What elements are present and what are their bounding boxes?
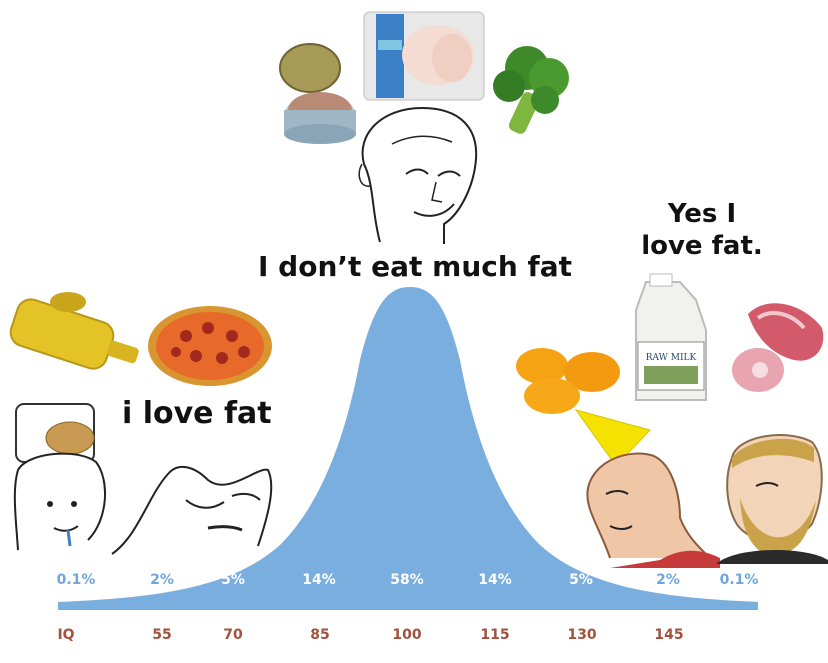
caption-right-text: Yes I love fat.: [641, 199, 763, 261]
percent-label: 14%: [478, 572, 512, 588]
milk-label: RAW MILK: [646, 353, 697, 363]
pizza-icon: [148, 306, 272, 386]
percent-label: 5%: [569, 572, 593, 588]
crying-wojak-icon: [111, 465, 273, 555]
iq-tick: 70: [223, 627, 243, 643]
chad-yellow-hair-icon: [574, 409, 720, 568]
iq-tick: 145: [654, 627, 684, 643]
iq-tick: 55: [152, 627, 172, 643]
raw-meat-icon: [732, 303, 824, 392]
bell-curve-area: [58, 287, 758, 610]
percent-label: 5%: [221, 572, 245, 588]
iq-tick: 85: [310, 627, 330, 643]
percent-label: 2%: [150, 572, 174, 588]
iq-tick: 115: [480, 627, 510, 643]
percent-label: 2%: [656, 572, 680, 588]
yes-chad-icon: [716, 434, 828, 564]
raw-milk-jug-icon: RAW MILK: [635, 273, 707, 401]
broccoli-icon: [493, 46, 569, 134]
caption-right: Yes I love fat.: [640, 198, 764, 262]
percent-label: 14%: [302, 572, 336, 588]
percent-label: 58%: [390, 572, 424, 588]
caption-middle: I don’t eat much fat: [258, 250, 573, 283]
chicken-breast-pack-icon: [363, 11, 485, 101]
oil-bottle-icon: [9, 292, 139, 370]
potato-helmet-wojak-icon: [13, 403, 106, 551]
wojak-smirk-icon: [358, 106, 478, 244]
iq-axis-label: IQ: [57, 627, 75, 643]
egg-yolks-icon: [516, 348, 620, 414]
iq-tick: 130: [567, 627, 597, 643]
iq-tick: 100: [392, 627, 422, 643]
canned-tuna-icon: [279, 43, 356, 144]
percent-label: 0.1%: [719, 572, 759, 588]
percent-label: 0.1%: [56, 572, 96, 588]
caption-left: i love fat: [122, 396, 272, 431]
